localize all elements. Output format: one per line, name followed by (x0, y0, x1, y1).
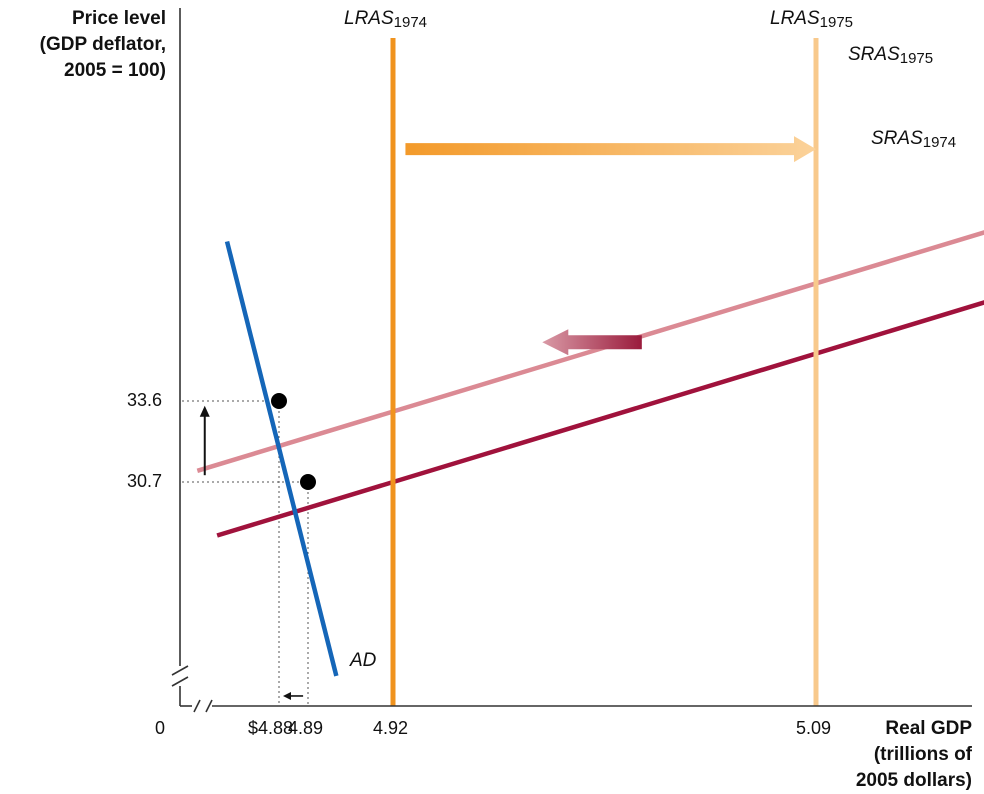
sras-1974-curve (217, 278, 984, 536)
equilibrium-point-0 (300, 474, 316, 490)
x-tick-label-3: 5.09 (796, 718, 831, 739)
curve-label-year: 1974 (923, 134, 956, 151)
curve-label-name: AD (350, 650, 376, 671)
equilibrium-point-1 (271, 393, 287, 409)
curve-label-name: SRAS (848, 44, 900, 65)
curve-label-year: 1975 (900, 50, 933, 67)
curve-label-year: 1975 (820, 14, 853, 31)
lras-1975-line-label: LRAS1975 (770, 8, 853, 30)
curve-label-name: SRAS (871, 128, 923, 149)
y-tick-label-0: 30.7 (127, 471, 162, 492)
x-tick-label-1: 4.89 (288, 718, 323, 739)
y-tick-label-1: 33.6 (127, 390, 162, 411)
curve-label-name: LRAS (344, 8, 394, 29)
y-axis-title-line-3: 2005 = 100) (40, 58, 166, 84)
y-axis-title-line-1: Price level (40, 6, 166, 32)
price-rise-arrowhead (200, 406, 210, 417)
x-axis-title-line-2: (trillions of (856, 742, 972, 768)
ad-curve-label: AD (350, 650, 376, 672)
curve-label-year: 1974 (394, 14, 427, 31)
y-axis-title: Price level (GDP deflator, 2005 = 100) (40, 6, 166, 84)
x-tick-label-2: 4.92 (373, 718, 408, 739)
lras-shift-arrow (405, 136, 816, 162)
sras-1974-curve-label: SRAS1974 (871, 128, 956, 150)
lras-1974-line-label: LRAS1974 (344, 8, 427, 30)
x-axis-title-line-1: Real GDP (856, 716, 972, 742)
x-axis-title: Real GDP (trillions of 2005 dollars) (856, 716, 972, 794)
curve-label-name: LRAS (770, 8, 820, 29)
sras-1975-curve-label: SRAS1975 (848, 44, 933, 66)
output-fall-arrowhead (283, 692, 291, 700)
y-axis-break-mark (172, 666, 188, 686)
x-tick-label-0: $4.88 (248, 718, 293, 739)
x-axis-title-line-3: 2005 dollars) (856, 768, 972, 794)
x-axis-break-mark (194, 700, 212, 712)
y-axis-title-line-2: (GDP deflator, (40, 32, 166, 58)
origin-label: 0 (155, 718, 165, 739)
